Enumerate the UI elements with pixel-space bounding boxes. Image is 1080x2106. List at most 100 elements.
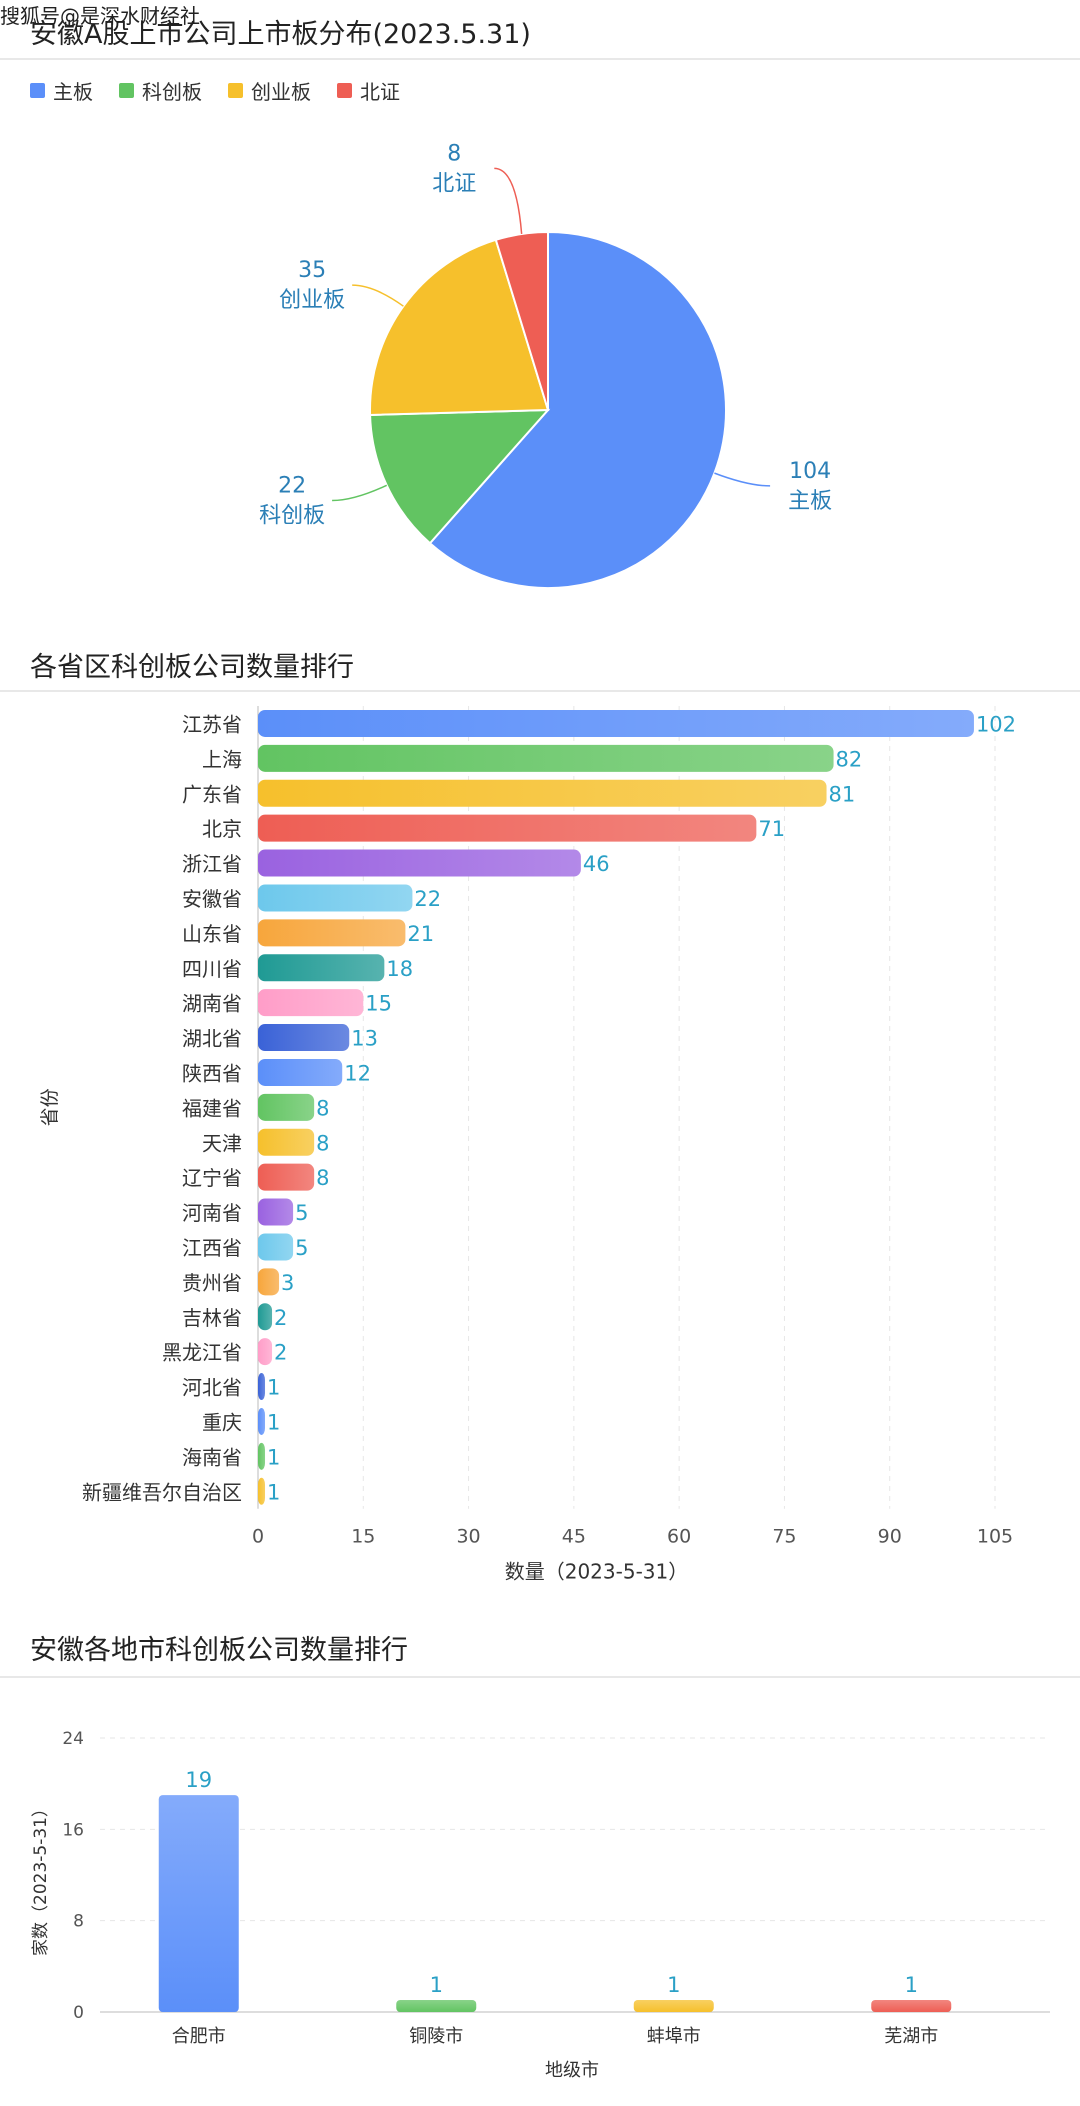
bar [258, 1163, 315, 1191]
legend-item-chinext[interactable]: 创业板 [228, 76, 311, 105]
pie-slice-label: 主板 [788, 489, 832, 514]
bar-value-label: 81 [829, 782, 856, 806]
pie-chart: 104 主板 22 科创板 35 创业板 8 北证 [259, 141, 832, 589]
x-category-label: 合肥市 [172, 2026, 226, 2047]
pie-slice [369, 238, 550, 416]
column-value-label: 19 [185, 1768, 212, 1792]
bar-value-label: 1 [267, 1480, 280, 1504]
bar [258, 884, 413, 912]
bar [258, 989, 364, 1017]
y-axis-title: 家数（2023-5-31） [31, 1800, 51, 1956]
x-category-label: 铜陵市 [409, 2026, 463, 2047]
category-label: 吉林省 [182, 1306, 242, 1330]
bar-value-label: 12 [344, 1061, 371, 1085]
category-label: 陕西省 [182, 1061, 242, 1085]
x-tick-label: 30 [456, 1526, 480, 1548]
category-label: 江苏省 [182, 712, 242, 736]
bar [258, 744, 834, 772]
province-bar-chart: 102江苏省82上海81广东省71北京46浙江省22安徽省21山东省18四川省1… [39, 706, 1016, 1584]
bar [258, 849, 581, 877]
bar-value-label: 3 [281, 1271, 294, 1295]
bar [258, 1477, 266, 1505]
legend-item-bse[interactable]: 北证 [337, 76, 400, 105]
y-axis-title: 省份 [39, 1088, 61, 1126]
legend-label: 北证 [360, 80, 400, 104]
bar [258, 1268, 280, 1296]
category-label: 天津 [202, 1131, 242, 1155]
category-label: 北京 [202, 817, 242, 841]
category-label: 新疆维吾尔自治区 [82, 1480, 242, 1504]
legend-swatch [228, 83, 243, 98]
bar [258, 709, 974, 737]
divider [0, 690, 1080, 692]
category-label: 海南省 [182, 1445, 242, 1469]
y-tick-label: 8 [73, 1912, 84, 1932]
bar [258, 1303, 273, 1331]
column-bar [633, 2000, 714, 2012]
bar-value-label: 5 [295, 1201, 308, 1225]
bar [258, 1198, 294, 1226]
divider [0, 1676, 1080, 1678]
bar [258, 779, 827, 807]
bar-value-label: 22 [414, 887, 441, 911]
category-label: 安徽省 [182, 887, 242, 911]
category-label: 福建省 [182, 1096, 242, 1120]
x-category-label: 蚌埠市 [647, 2026, 701, 2047]
bar-value-label: 13 [351, 1027, 378, 1051]
category-label: 辽宁省 [182, 1166, 242, 1190]
pie-chart-title: 安徽A股上市公司上市板分布(2023.5.31) [30, 19, 531, 50]
x-tick-label: 90 [878, 1526, 902, 1548]
bar-chart-title: 各省区科创板公司数量排行 [30, 652, 354, 683]
pie-value-label: 104 [789, 459, 831, 484]
bar-value-label: 82 [836, 747, 863, 771]
y-tick-label: 24 [62, 1729, 84, 1749]
category-label: 河北省 [182, 1376, 242, 1400]
bar-value-label: 5 [295, 1236, 308, 1260]
pie-value-label: 35 [298, 258, 326, 283]
category-label: 河南省 [182, 1201, 242, 1225]
pie-slice-label: 科创板 [259, 504, 325, 529]
legend-item-star-market[interactable]: 科创板 [119, 76, 202, 105]
y-tick-label: 0 [73, 2003, 84, 2023]
bar [258, 1442, 266, 1470]
watermark-text: 搜狐号@是深水财经社 [0, 4, 200, 28]
divider [0, 58, 1080, 60]
category-label: 湖北省 [182, 1027, 242, 1051]
bar [258, 1338, 273, 1366]
pie-value-label: 22 [278, 474, 306, 499]
bar-value-label: 2 [274, 1341, 287, 1365]
legend-item-main-board[interactable]: 主板 [30, 76, 93, 105]
bar-value-label: 15 [365, 992, 392, 1016]
pie-slice [494, 230, 549, 411]
pie-slice-label: 北证 [432, 171, 476, 196]
column-chart-title: 安徽各地市科创板公司数量排行 [30, 1635, 408, 1666]
x-category-label: 芜湖市 [884, 2026, 938, 2047]
bar-value-label: 46 [583, 852, 610, 876]
category-label: 贵州省 [182, 1271, 242, 1295]
pie-slice [428, 230, 727, 589]
category-label: 广东省 [182, 782, 242, 806]
x-tick-label: 75 [772, 1526, 796, 1548]
bar [258, 1373, 266, 1401]
legend-swatch [337, 83, 352, 98]
bar [258, 1024, 350, 1052]
column-value-label: 1 [430, 1973, 443, 1997]
bar-value-label: 102 [976, 712, 1016, 736]
bar-value-label: 8 [316, 1166, 329, 1190]
legend-swatch [30, 83, 45, 98]
bar [258, 1058, 343, 1086]
x-tick-label: 45 [562, 1526, 586, 1548]
x-axis-title: 数量（2023-5-31） [505, 1560, 689, 1584]
bar [258, 954, 385, 982]
category-label: 黑龙江省 [162, 1341, 242, 1365]
pie-leader-line [332, 484, 388, 502]
bar-value-label: 1 [267, 1445, 280, 1469]
bar-value-label: 21 [407, 922, 434, 946]
legend-label: 主板 [53, 80, 93, 104]
category-label: 四川省 [182, 957, 242, 981]
column-value-label: 1 [667, 1973, 680, 1997]
bar-value-label: 71 [758, 817, 785, 841]
bar [258, 919, 406, 947]
bar-value-label: 8 [316, 1096, 329, 1120]
